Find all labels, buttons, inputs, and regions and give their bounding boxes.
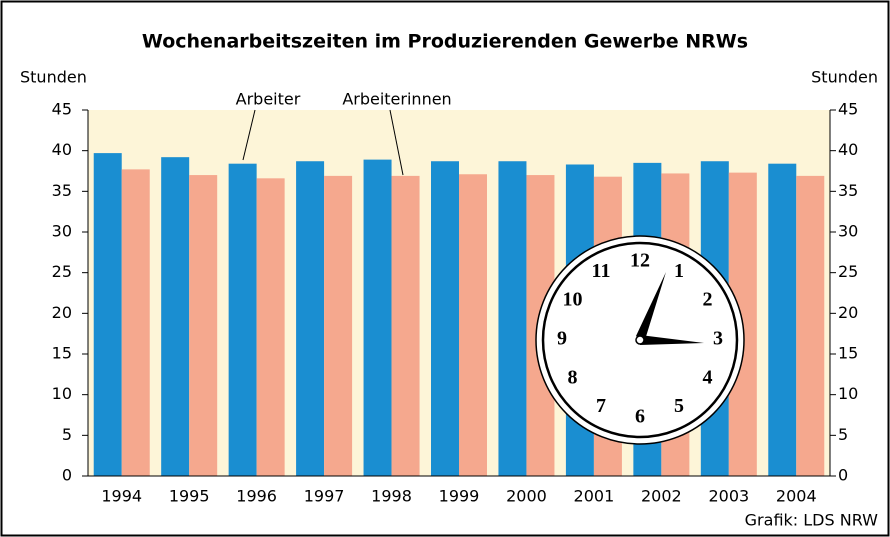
y-axis-label: Stunden <box>20 68 87 87</box>
chart: Wochenarbeitszeiten im Produzierenden Ge… <box>0 0 890 537</box>
y2-tick-label: 20 <box>838 303 858 322</box>
y-tick-label: 45 <box>52 100 72 119</box>
clock-numeral: 1 <box>674 260 684 282</box>
clock-pin <box>636 336 644 344</box>
y2-axis-label: Stunden <box>811 68 878 87</box>
y2-tick-label: 30 <box>838 222 858 241</box>
bar <box>459 174 487 476</box>
y-tick-label: 15 <box>52 344 72 363</box>
bar <box>431 161 459 476</box>
x-tick-label: 2001 <box>574 487 615 506</box>
bar <box>94 153 122 476</box>
x-tick-label: 1995 <box>169 487 210 506</box>
y2-tick-label: 40 <box>838 140 858 159</box>
clock-numeral: 12 <box>630 250 650 272</box>
bar <box>257 178 285 476</box>
clock-numeral: 6 <box>635 406 645 428</box>
x-tick-label: 1997 <box>304 487 345 506</box>
clock-numeral: 4 <box>703 367 713 389</box>
x-tick-label: 2004 <box>776 487 817 506</box>
source: Grafik: LDS NRW <box>745 511 879 530</box>
x-tick-label: 1996 <box>236 487 277 506</box>
clock-numeral: 10 <box>562 289 582 311</box>
y2-tick-label: 0 <box>838 466 848 485</box>
y-tick-label: 35 <box>52 181 72 200</box>
y-tick-label: 25 <box>52 262 72 281</box>
series-label: Arbeiterinnen <box>342 90 451 109</box>
clock-numeral: 5 <box>674 395 684 417</box>
clock-numeral: 11 <box>592 260 611 282</box>
clock-numeral: 9 <box>557 328 567 350</box>
bar <box>189 175 217 476</box>
y-tick-label: 0 <box>62 466 72 485</box>
y-tick-label: 20 <box>52 303 72 322</box>
y-tick-label: 30 <box>52 222 72 241</box>
bar <box>768 164 796 476</box>
x-tick-label: 1999 <box>439 487 480 506</box>
x-tick-label: 2000 <box>506 487 547 506</box>
y2-tick-label: 10 <box>838 384 858 403</box>
y2-tick-label: 45 <box>838 100 858 119</box>
y2-tick-label: 35 <box>838 181 858 200</box>
clock-numeral: 7 <box>596 395 606 417</box>
bar <box>296 161 324 476</box>
x-tick-label: 1998 <box>371 487 412 506</box>
y-tick-label: 5 <box>62 425 72 444</box>
clock-numeral: 2 <box>703 289 713 311</box>
y-tick-label: 10 <box>52 384 72 403</box>
x-tick-label: 2003 <box>708 487 749 506</box>
bar <box>498 161 526 476</box>
x-tick-label: 2002 <box>641 487 682 506</box>
clock-numeral: 8 <box>567 367 577 389</box>
clock-numeral: 3 <box>713 328 723 350</box>
bar <box>324 176 352 476</box>
y2-tick-label: 15 <box>838 344 858 363</box>
bar <box>161 157 189 476</box>
chart-title: Wochenarbeitszeiten im Produzierenden Ge… <box>142 31 748 53</box>
y2-tick-label: 25 <box>838 262 858 281</box>
y2-tick-label: 5 <box>838 425 848 444</box>
bar <box>122 169 150 476</box>
bar <box>392 176 420 476</box>
x-tick-label: 1994 <box>101 487 142 506</box>
series-label: Arbeiter <box>236 90 301 109</box>
y-tick-label: 40 <box>52 140 72 159</box>
bar <box>796 176 824 476</box>
bar <box>364 160 392 476</box>
bar <box>229 164 257 476</box>
